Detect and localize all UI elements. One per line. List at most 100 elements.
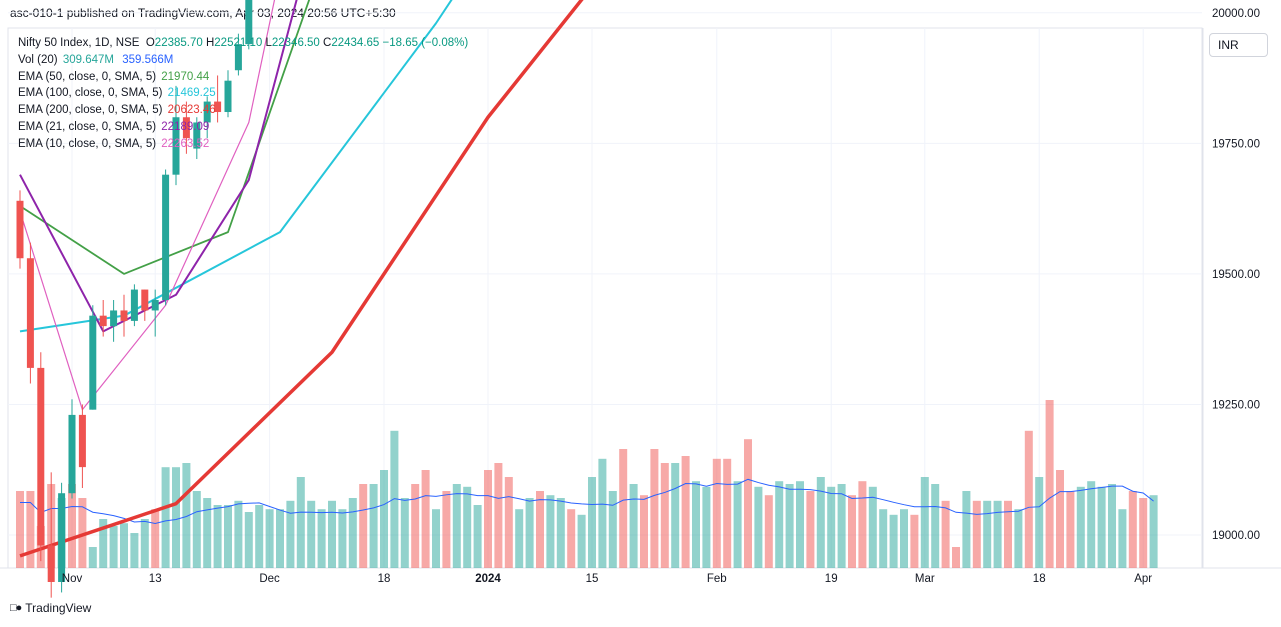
candle-body [37, 367, 45, 546]
volume-bar [806, 491, 815, 568]
volume-bar [213, 505, 222, 568]
volume-bar [993, 500, 1002, 568]
legend-open-key: O [145, 37, 155, 49]
volume-bar [338, 509, 347, 568]
ema-line [19, 0, 276, 411]
volume-bar [276, 509, 284, 568]
volume-bar [1097, 486, 1106, 568]
volume-bar [1024, 430, 1033, 568]
volume-bar [390, 430, 399, 568]
volume-bar [931, 484, 940, 568]
volume-bar [432, 509, 440, 568]
volume-bar [660, 463, 669, 568]
volume-bar [1149, 495, 1158, 568]
legend-ema-10-value: 22263.52 [161, 137, 210, 150]
chart-legend: Nifty 50 Index, 1D, NSE O22385.70 H22521… [18, 35, 468, 153]
volume-bar [130, 533, 139, 568]
tradingview-logo-icon: □● [10, 602, 22, 614]
legend-ema-21-value: 22189.09 [161, 120, 210, 133]
candle-body [245, 0, 253, 45]
x-tick-label: 15 [586, 573, 599, 585]
axes: 22250.0022000.0021750.0021500.0021250.00… [62, 8, 1260, 585]
ema-line [19, 0, 311, 275]
volume-bar [1056, 470, 1064, 568]
volume-bar [556, 498, 565, 568]
volume-bar [827, 486, 836, 568]
x-tick-label: Feb [707, 573, 727, 585]
volume-bar [712, 458, 721, 568]
candle-body [68, 414, 76, 494]
x-tick-label: 18 [1033, 573, 1046, 585]
legend-close: 22434.65 [331, 37, 380, 49]
x-tick-label: Apr [1134, 573, 1152, 585]
x-tick-label: 18 [378, 573, 391, 585]
volume-bar [452, 484, 461, 568]
volume-bar [400, 498, 409, 568]
volume-bar [868, 486, 877, 568]
candle-body [78, 414, 86, 468]
volume-bar [910, 514, 919, 568]
y-tick-label: 19750.00 [1212, 138, 1260, 150]
candle-body [110, 310, 118, 327]
legend-ema-100-row: EMA (100, close, 0, SMA, 5) 21469.25 [18, 85, 468, 102]
currency-button[interactable]: INR [1209, 33, 1268, 57]
legend-ema-100-value: 21469.25 [167, 87, 216, 100]
volume-bar [744, 439, 752, 568]
legend-ema-21-label: EMA (21, close, 0, SMA, 5) [18, 120, 157, 133]
legend-low-key: L [265, 37, 272, 49]
volume-bar [411, 484, 420, 568]
ema-lines [19, 0, 584, 558]
volume-bar [567, 509, 576, 568]
candle-body [89, 315, 97, 410]
volume-bar [900, 509, 908, 568]
volume-bar [785, 484, 794, 568]
legend-high-key: H [205, 37, 215, 49]
volume-bar [536, 491, 544, 568]
volume-bar [161, 467, 170, 568]
volume-bar [307, 500, 316, 568]
volume-bar [296, 477, 305, 568]
legend-ema-100-label: EMA (100, close, 0, SMA, 5) [18, 87, 163, 100]
volume-bar [848, 495, 856, 568]
volume-bar [619, 449, 628, 568]
volume-bar [754, 486, 763, 568]
candle-body [130, 289, 138, 321]
volume-bar [265, 509, 274, 568]
legend-ema-50-row: EMA (50, close, 0, SMA, 5) 21970.44 [18, 69, 468, 86]
volume-ma-line [20, 478, 1154, 525]
volume-bar [1087, 481, 1096, 568]
legend-ema-200-row: EMA (200, close, 0, SMA, 5) 20623.46 [18, 102, 468, 119]
volume-bar [972, 500, 981, 568]
candle-body [120, 310, 128, 321]
volume-bar [577, 514, 586, 568]
candle-body [182, 117, 190, 139]
volume-bar [515, 509, 524, 568]
candle-body [203, 101, 211, 123]
legend-close-key: C [323, 37, 332, 49]
legend-volume-ma: 359.566M [122, 53, 174, 66]
volume-bar [681, 456, 690, 568]
volume-bar [172, 467, 180, 568]
volume-bar [962, 491, 971, 568]
volume-bar [858, 481, 867, 568]
x-tick-label: Dec [259, 573, 280, 585]
volume-bar [629, 484, 638, 568]
volume-bar [608, 491, 617, 568]
candle-body [151, 300, 159, 311]
y-tick-label: 19500.00 [1212, 269, 1260, 281]
volume-bar [182, 463, 191, 568]
volume-bar [16, 491, 24, 568]
legend-low: 22346.50 [271, 37, 320, 49]
volume-bar [796, 481, 804, 568]
tradingview-brand: TradingView [25, 601, 92, 615]
volume-bar [650, 449, 659, 568]
y-tick-label: 19000.00 [1212, 530, 1260, 542]
ema-line [19, 0, 584, 558]
volume-bar [941, 500, 950, 568]
x-tick-label: 13 [149, 573, 162, 585]
volume-bar [120, 523, 128, 568]
candle-body [193, 122, 201, 149]
legend-ema-10-row: EMA (10, close, 0, SMA, 5) 22263.52 [18, 136, 468, 153]
